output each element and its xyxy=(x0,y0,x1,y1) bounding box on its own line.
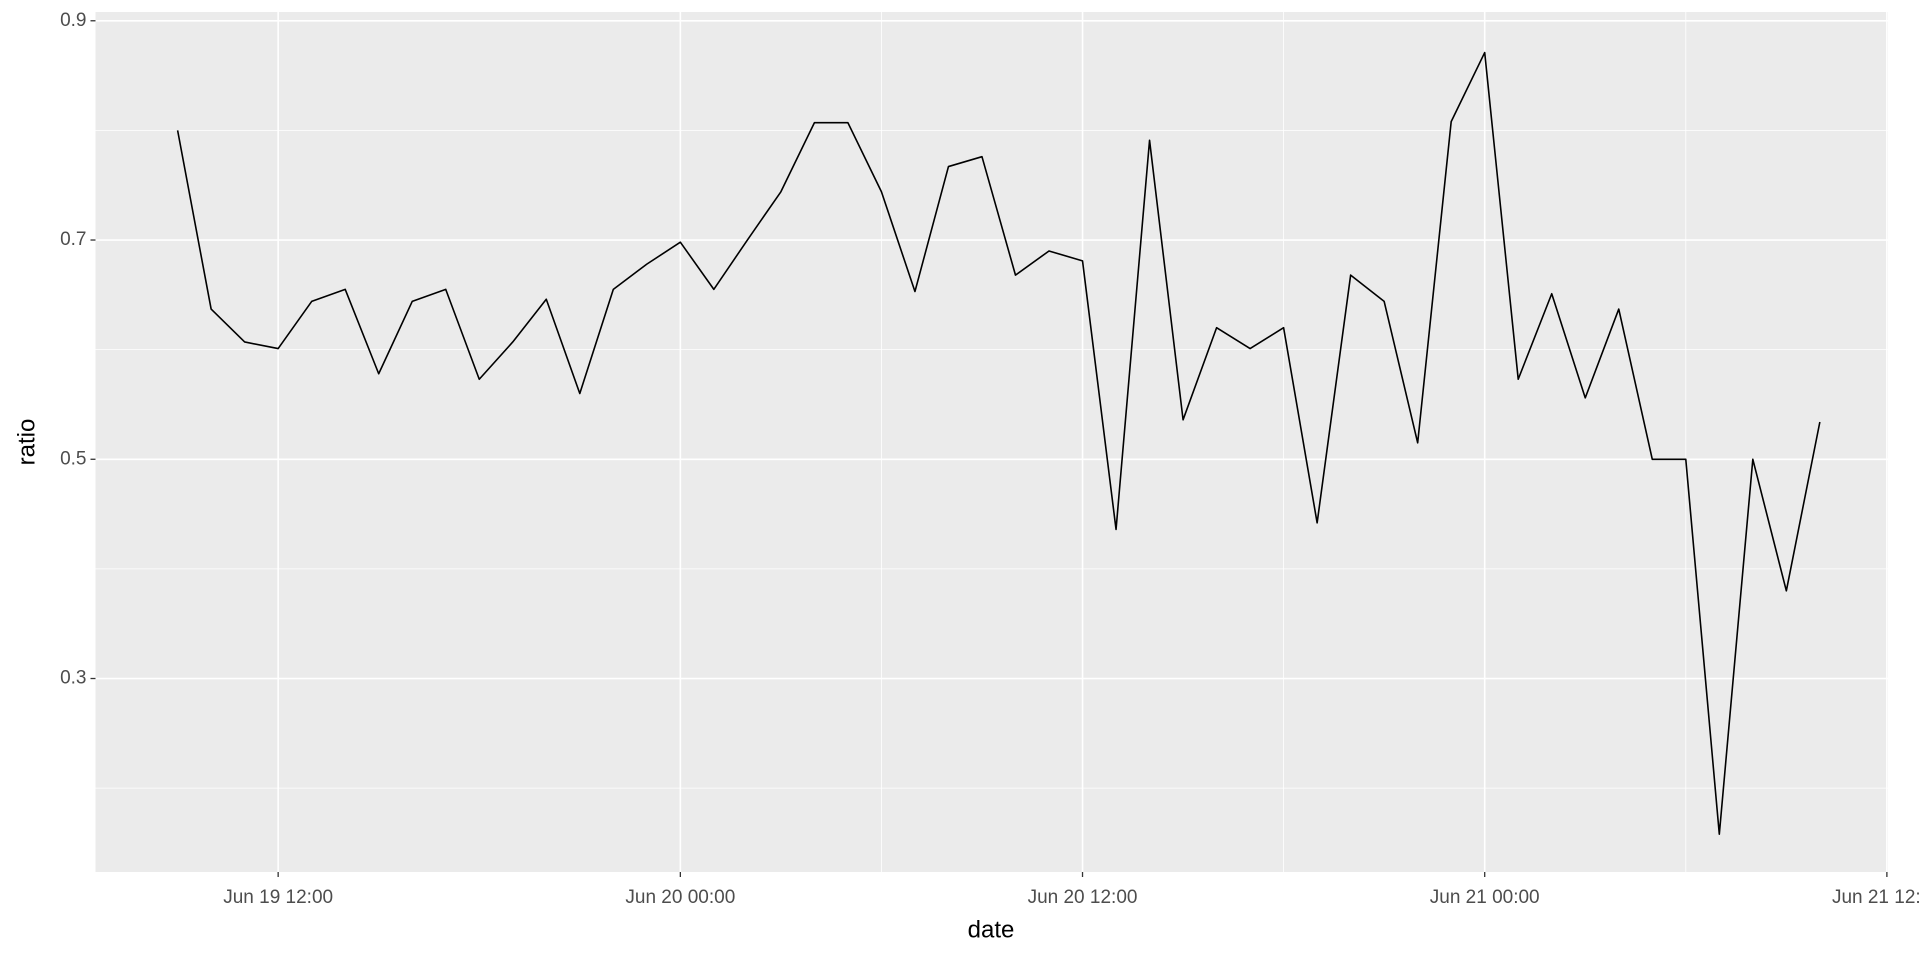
x-tick-label: Jun 21 12:00 xyxy=(1832,887,1920,908)
data-line xyxy=(176,51,1821,835)
x-tick-label: Jun 19 12:00 xyxy=(223,887,333,908)
y-tick-label: 0.9 xyxy=(60,10,86,31)
x-tick-label: Jun 20 12:00 xyxy=(1028,887,1138,908)
y-tick-label: 0.3 xyxy=(60,668,86,689)
plot-panel xyxy=(95,12,1888,872)
x-tick-label: Jun 20 00:00 xyxy=(625,887,735,908)
y-tick-label: 0.5 xyxy=(60,448,86,469)
y-tick-label: 0.7 xyxy=(60,229,86,250)
x-axis-title: date xyxy=(968,916,1015,943)
x-tick-label: Jun 21 00:00 xyxy=(1430,887,1540,908)
y-axis-title: ratio xyxy=(13,419,40,466)
